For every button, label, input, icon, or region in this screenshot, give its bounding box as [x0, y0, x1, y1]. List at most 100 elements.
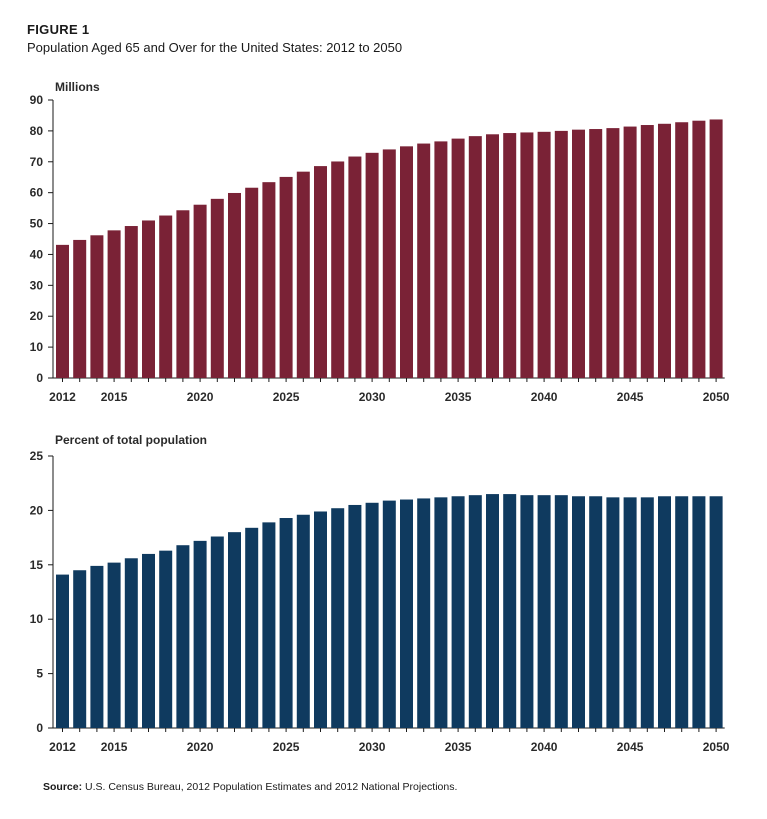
bar-2028 — [331, 508, 345, 728]
bar-2050 — [709, 119, 723, 379]
bar-2027 — [314, 166, 327, 378]
bar-2014 — [90, 235, 104, 378]
x-tick-label: 2045 — [617, 740, 644, 754]
y-tick-label: 15 — [30, 558, 44, 572]
x-tick-label: 2025 — [273, 740, 300, 754]
bar-2015 — [107, 230, 121, 378]
x-tick-label: 2035 — [445, 740, 472, 754]
source-text: U.S. Census Bureau, 2012 Population Esti… — [82, 781, 458, 793]
bar-2045 — [623, 126, 637, 378]
bar-2046 — [640, 125, 654, 379]
bar-2021 — [210, 198, 224, 378]
bar-2047 — [658, 123, 671, 378]
bar-2041 — [554, 130, 568, 378]
x-tick-label: 2015 — [101, 740, 128, 754]
y-tick-label: 30 — [30, 278, 44, 292]
bar-2032 — [400, 499, 413, 728]
bar-2019 — [176, 210, 190, 378]
bar-2021 — [210, 536, 224, 728]
bar-2028 — [331, 161, 345, 378]
bar-2012 — [56, 574, 69, 728]
y-tick-label: 70 — [30, 155, 44, 169]
y-tick-label: 0 — [36, 721, 43, 735]
bar-2019 — [176, 545, 190, 728]
x-tick-label: 2012 — [49, 740, 76, 754]
y-tick-label: 90 — [30, 93, 44, 107]
bar-2024 — [262, 522, 276, 728]
bar-2030 — [365, 152, 379, 378]
x-tick-label: 2040 — [531, 390, 558, 404]
bar-2036 — [468, 495, 482, 728]
bar-2016 — [124, 226, 138, 378]
bar-2020 — [193, 204, 207, 378]
bar-2036 — [468, 136, 482, 378]
bar-2025 — [279, 518, 293, 728]
x-tick-label: 2030 — [359, 740, 386, 754]
bar-2049 — [692, 120, 706, 378]
bar-2013 — [73, 239, 87, 378]
bar-2023 — [245, 187, 259, 378]
bar-2018 — [159, 215, 173, 378]
y-tick-label: 20 — [30, 503, 44, 517]
bar-2014 — [90, 565, 104, 728]
bar-2017 — [142, 553, 155, 728]
bar-2048 — [675, 496, 689, 728]
y-tick-label: 60 — [30, 186, 44, 200]
bar-2040 — [537, 131, 551, 378]
bar-2029 — [348, 156, 362, 378]
figure-title: Population Aged 65 and Over for the Unit… — [27, 40, 403, 55]
x-tick-label: 2020 — [187, 740, 214, 754]
bar-2029 — [348, 504, 362, 728]
bar-2027 — [314, 511, 327, 728]
x-tick-label: 2040 — [531, 740, 558, 754]
bar-2025 — [279, 176, 293, 378]
y-tick-label: 0 — [36, 371, 43, 385]
bar-2022 — [228, 192, 241, 378]
bar-2046 — [640, 497, 654, 728]
x-tick-label: 2012 — [49, 390, 76, 404]
x-tick-label: 2025 — [273, 390, 300, 404]
bar-2047 — [658, 496, 671, 728]
bar-2017 — [142, 220, 155, 378]
bar-2035 — [451, 138, 465, 378]
bar-2039 — [520, 132, 534, 378]
x-tick-label: 2050 — [703, 740, 730, 754]
bar-2044 — [606, 128, 620, 378]
bar-2048 — [675, 122, 689, 379]
x-tick-label: 2030 — [359, 390, 386, 404]
bar-2018 — [159, 550, 173, 728]
bar-2032 — [400, 146, 413, 378]
y-tick-label: 80 — [30, 124, 44, 138]
source-label: Source: — [43, 781, 83, 793]
bar-2031 — [382, 149, 396, 378]
figure-label: FIGURE 1 — [27, 22, 90, 37]
bar-2050 — [709, 496, 723, 728]
x-tick-label: 2020 — [187, 390, 214, 404]
bar-2045 — [623, 497, 637, 728]
bar-2022 — [228, 532, 241, 728]
bar-2033 — [417, 498, 431, 728]
y-tick-label: 50 — [30, 217, 44, 231]
source-note: Source: U.S. Census Bureau, 2012 Populat… — [43, 781, 457, 793]
bar-2026 — [296, 514, 310, 728]
bar-2044 — [606, 497, 620, 728]
bar-2043 — [589, 129, 603, 378]
x-tick-label: 2035 — [445, 390, 472, 404]
bar-2026 — [296, 171, 310, 378]
y-axis-label: Percent of total population — [55, 433, 207, 447]
y-tick-label: 10 — [30, 612, 44, 626]
bar-2015 — [107, 562, 121, 728]
bar-2024 — [262, 182, 276, 378]
bar-2038 — [503, 494, 517, 728]
bar-2023 — [245, 527, 259, 728]
bar-2030 — [365, 502, 379, 728]
y-tick-label: 20 — [30, 309, 44, 323]
bar-2037 — [486, 134, 499, 378]
bar-2033 — [417, 143, 431, 378]
bar-2020 — [193, 540, 207, 728]
bar-2039 — [520, 495, 534, 728]
bar-2038 — [503, 133, 517, 378]
bar-2041 — [554, 495, 568, 728]
